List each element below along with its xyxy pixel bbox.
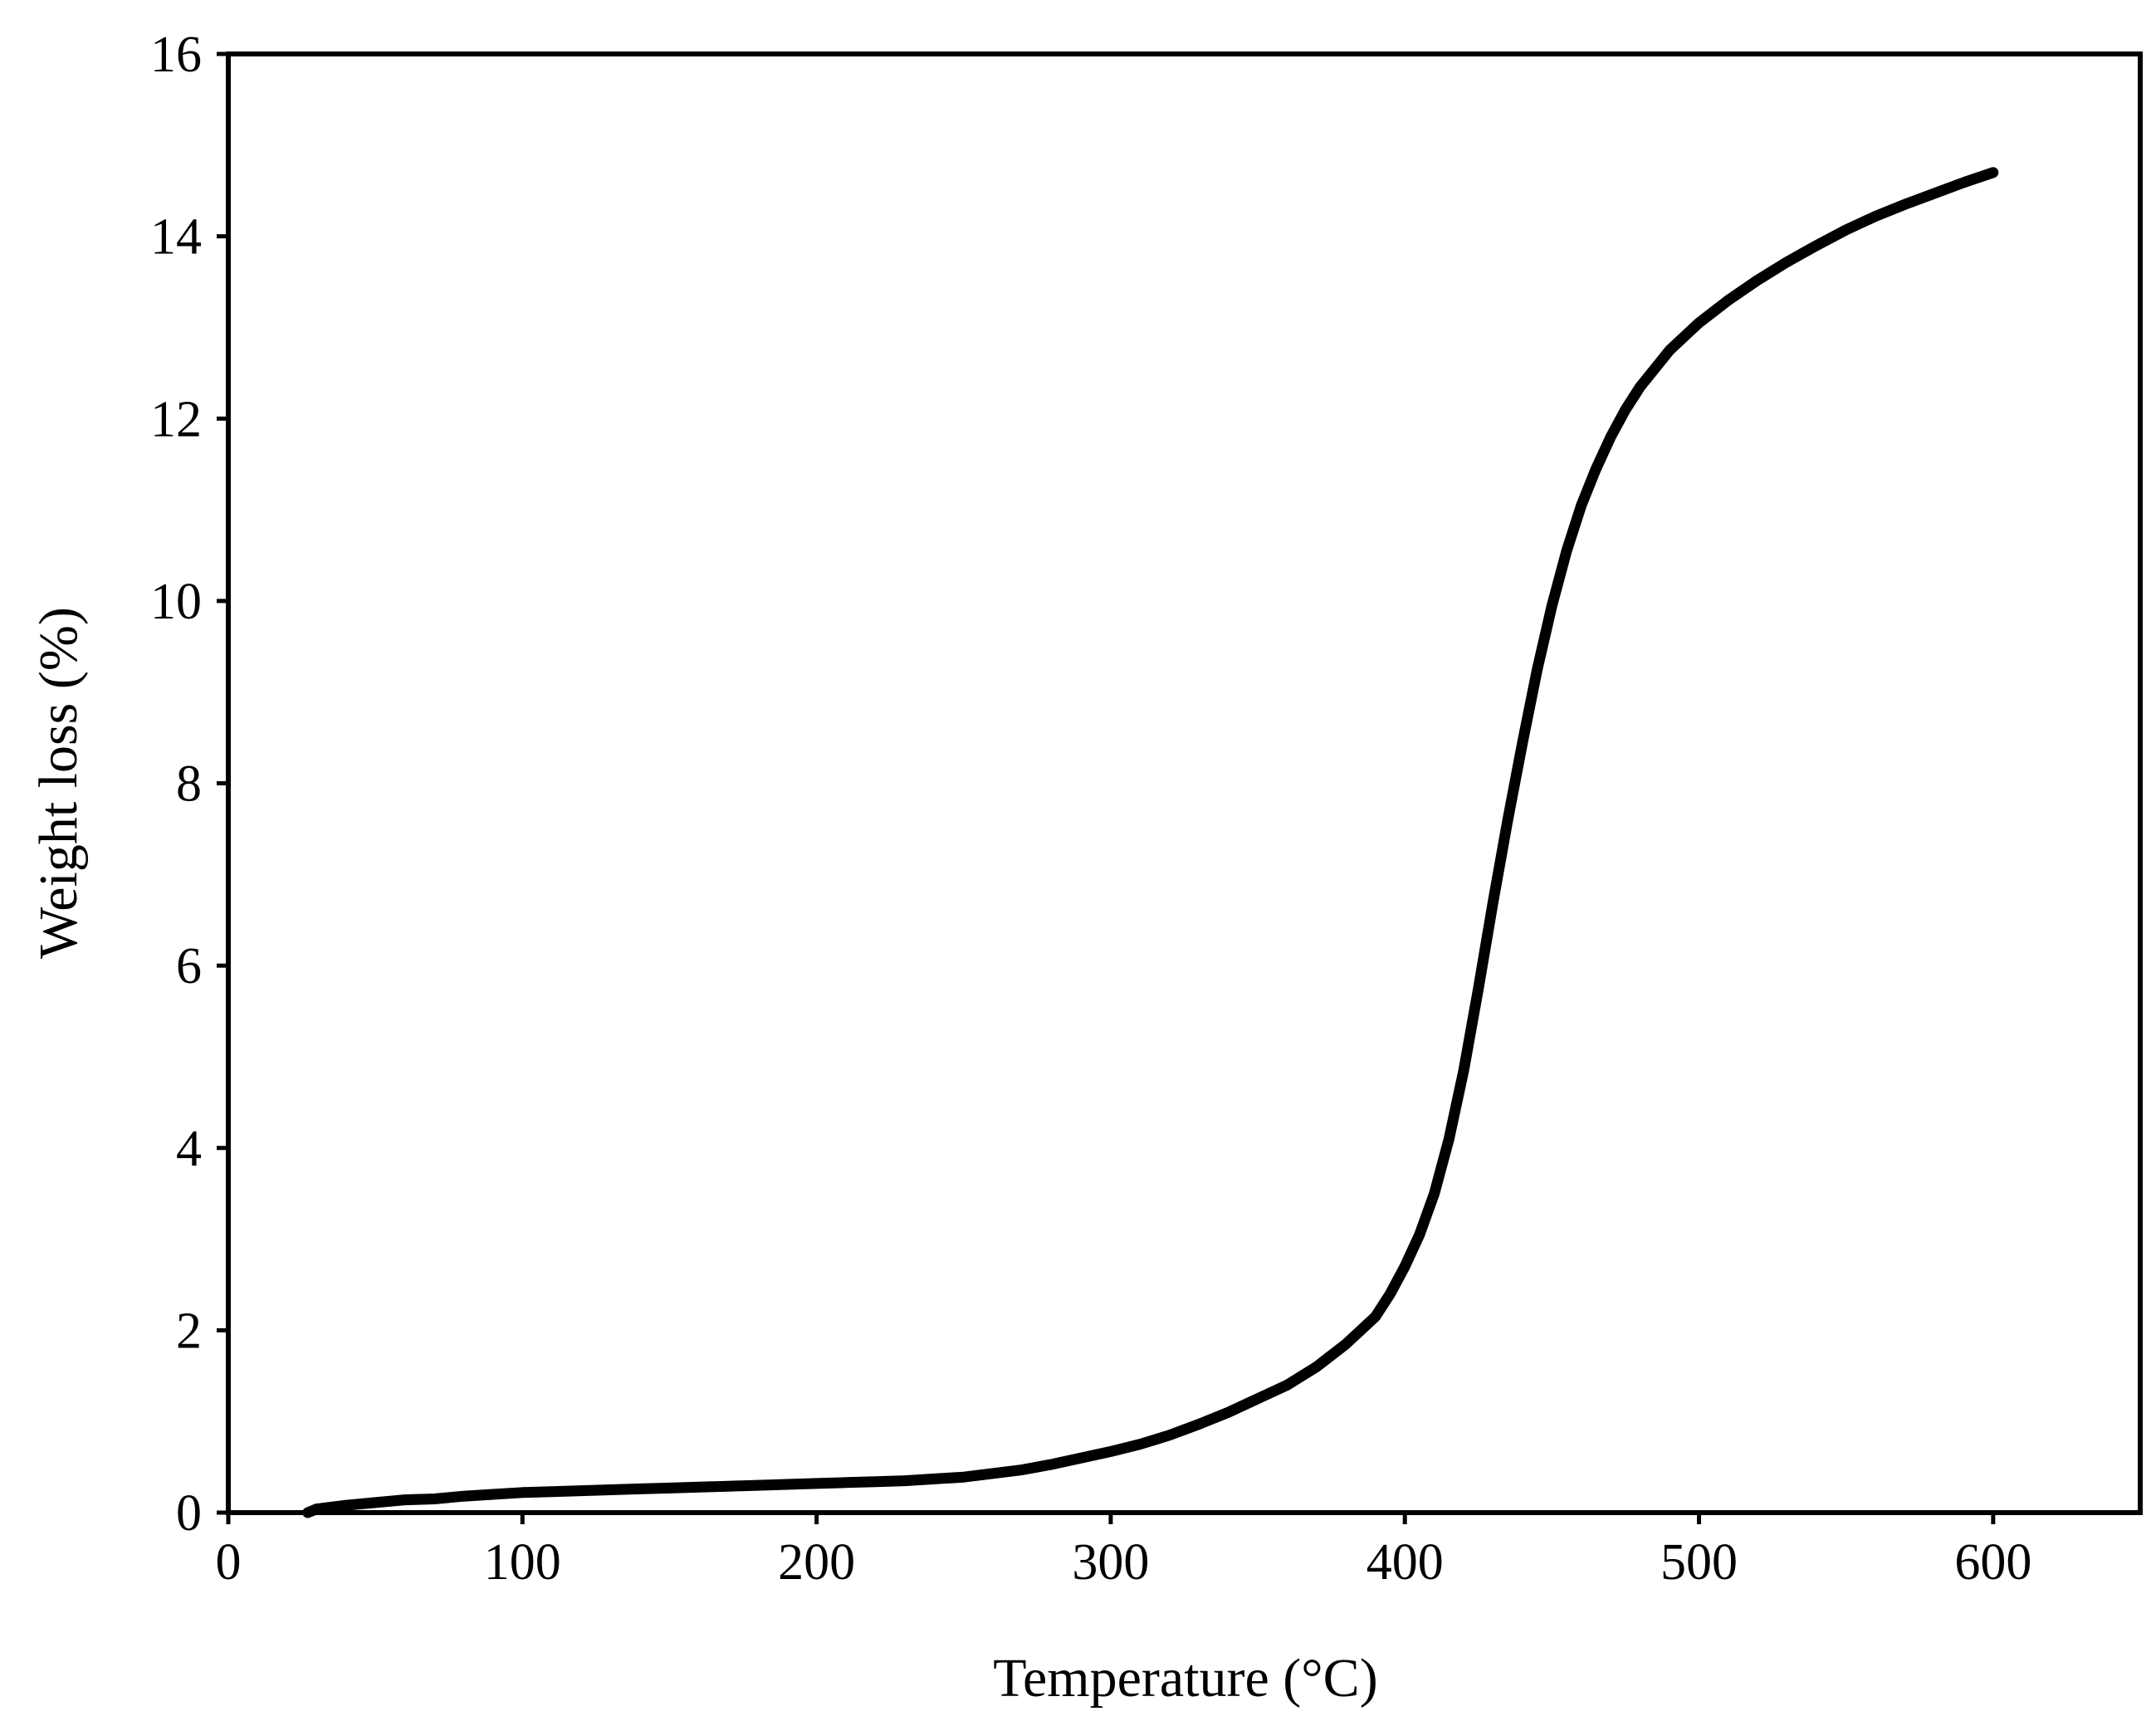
- y-tick-label: 16: [150, 27, 202, 83]
- y-tick-label: 0: [176, 1485, 202, 1542]
- x-tick-label: 200: [778, 1534, 855, 1591]
- y-tick-label: 6: [176, 938, 202, 995]
- plot-area: [226, 51, 2143, 1518]
- plot-frame: [226, 51, 2143, 1515]
- y-tick-label: 12: [150, 391, 202, 447]
- x-axis-ticks: 0 100 200 300 400 500 600: [216, 1513, 2031, 1591]
- x-tick-label: 0: [216, 1534, 242, 1591]
- weight-loss-series-line: [302, 167, 1999, 1518]
- x-tick-label: 400: [1366, 1534, 1444, 1591]
- y-tick-label: 2: [176, 1303, 202, 1359]
- y-tick-label: 14: [150, 209, 202, 266]
- y-axis-ticks: 0 2 4 6 8 10 12 14 16: [150, 27, 228, 1542]
- y-tick-label: 10: [150, 574, 202, 630]
- x-axis-label: Temperature (°C): [993, 1648, 1377, 1709]
- y-tick-label: 8: [176, 756, 202, 813]
- x-tick-label: 600: [1954, 1534, 2031, 1591]
- y-axis-label: Weight loss (%): [28, 607, 89, 959]
- y-tick-label: 4: [176, 1121, 202, 1177]
- x-tick-label: 100: [484, 1534, 561, 1591]
- x-tick-label: 300: [1072, 1534, 1149, 1591]
- x-tick-label: 500: [1660, 1534, 1738, 1591]
